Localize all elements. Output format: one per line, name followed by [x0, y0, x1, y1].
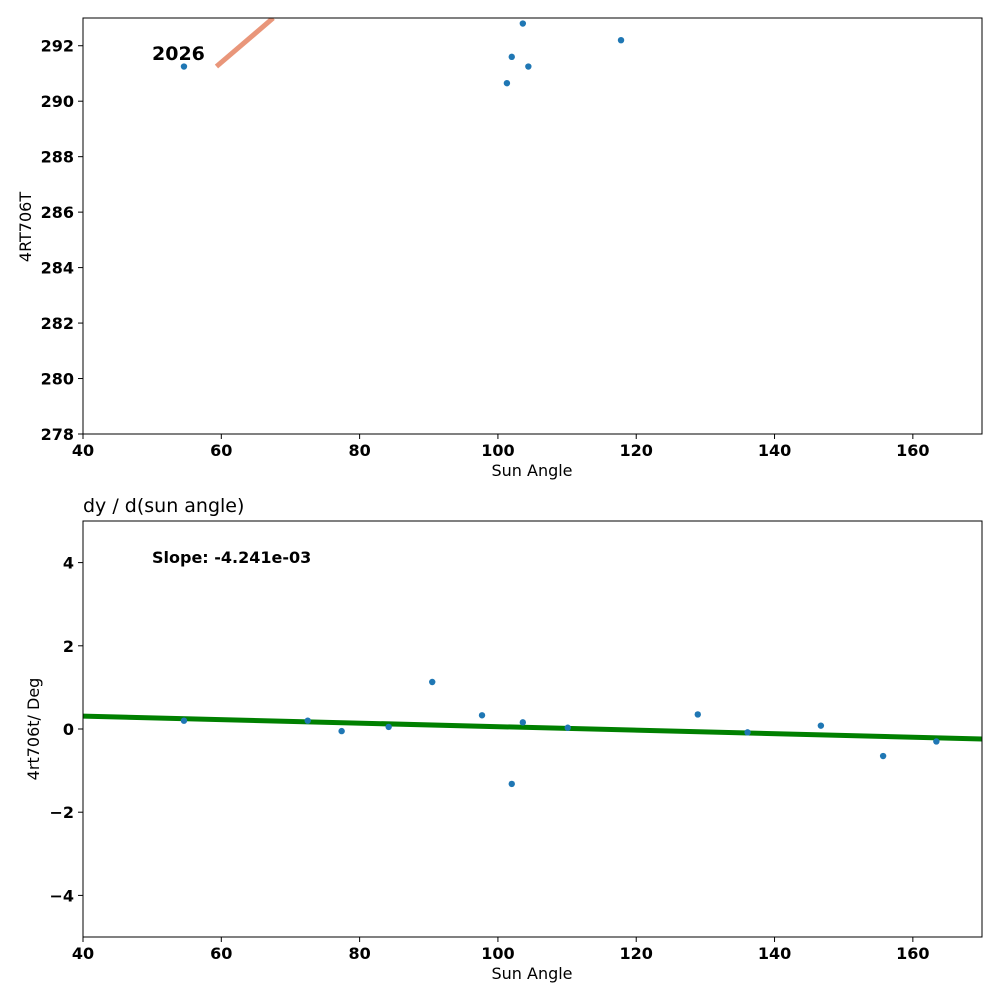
- x-tick-label: 80: [348, 944, 370, 963]
- y-tick-label: −2: [49, 803, 74, 822]
- trend-line: [83, 713, 982, 742]
- y-tick-label: 284: [41, 259, 74, 278]
- slope-annotation: Slope: -4.241e-03: [152, 548, 311, 567]
- x-tick-label: 80: [348, 441, 370, 460]
- x-tick-label: 160: [896, 441, 929, 460]
- data-point: [478, 712, 486, 719]
- x-tick-label: 40: [72, 944, 94, 963]
- derivative-panel-bottom: dy / d(sun angle) 40 60 80 100 120 140 160−4−2…: [24, 495, 983, 983]
- x-tick-label: 100: [481, 944, 514, 963]
- data-point: [933, 738, 940, 745]
- y-tick-label: 288: [41, 148, 74, 167]
- x-tick-label: 60: [210, 944, 232, 963]
- y-tick-label: 2: [63, 637, 74, 656]
- x-tick-label: 120: [620, 944, 653, 963]
- data-point: [304, 717, 311, 724]
- y-tick-label: −4: [49, 886, 74, 905]
- data-point: [508, 780, 515, 788]
- plot-frame: [82, 17, 983, 435]
- data-point: [564, 724, 571, 731]
- data-point: [744, 729, 751, 736]
- x-axis-label: Sun Angle: [491, 964, 572, 983]
- x-axis-label: Sun Angle: [491, 461, 572, 480]
- data-point: [508, 53, 515, 61]
- data-point: [385, 723, 392, 731]
- y-tick-label: 280: [41, 370, 74, 389]
- chart-title: dy / d(sun angle): [83, 495, 244, 517]
- y-tick-label: 282: [41, 314, 74, 333]
- data-point: [429, 678, 436, 686]
- x-tick-label: 120: [620, 441, 653, 460]
- data-point: [180, 63, 188, 70]
- x-tick-label: 60: [210, 441, 232, 460]
- y-axis-label: 4rt706t/ Deg: [24, 678, 43, 781]
- data-point: [503, 79, 511, 87]
- x-tick-label: 160: [896, 944, 929, 963]
- x-tick-label: 40: [72, 441, 94, 460]
- data-point: [694, 711, 701, 718]
- data-point: [617, 36, 625, 44]
- x-tick-label: 100: [481, 441, 514, 460]
- y-tick-label: 278: [41, 425, 74, 444]
- y-tick-label: 292: [41, 37, 74, 56]
- y-axis-label: 4RT706T: [16, 192, 35, 262]
- data-point: [519, 719, 527, 726]
- data-point: [519, 20, 527, 27]
- data-point: [338, 727, 345, 735]
- y-tick-label: 4: [63, 554, 74, 573]
- data-point: [879, 752, 887, 760]
- scatter-panel-top: 40 60 80 100 120 140 160 278 280 282 284 286 288 290 2…: [16, 17, 983, 480]
- y-tick-label: 286: [41, 203, 74, 222]
- year-annotation: 2026: [152, 43, 205, 65]
- data-point: [525, 63, 532, 70]
- trend-line: [214, 18, 275, 69]
- x-tick-label: 140: [758, 441, 791, 460]
- y-tick-label: 290: [41, 92, 74, 111]
- y-tick-label: 0: [63, 720, 74, 739]
- data-point: [817, 722, 825, 729]
- data-point: [180, 717, 188, 724]
- x-tick-label: 140: [758, 944, 791, 963]
